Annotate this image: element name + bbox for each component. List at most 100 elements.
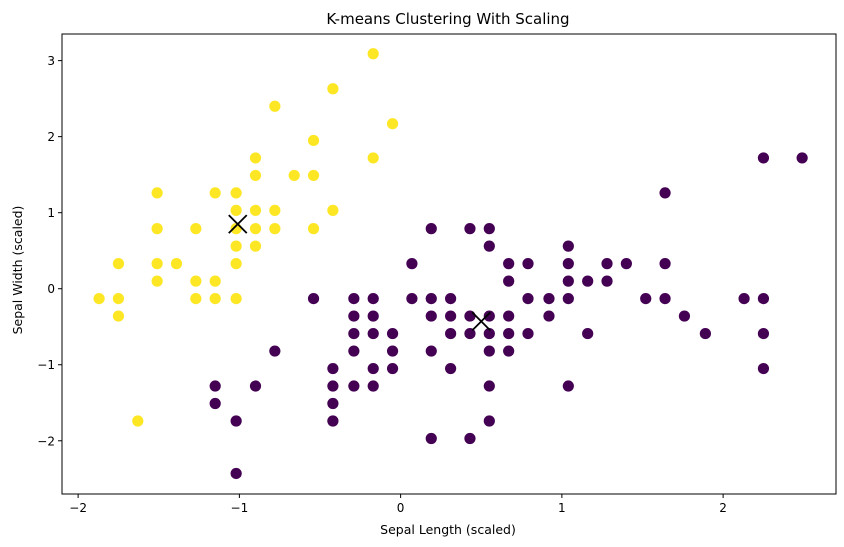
cluster-0-point	[483, 223, 495, 235]
y-tick-label: 3	[47, 54, 55, 68]
cluster-0-point	[562, 240, 574, 252]
x-tick-label: −1	[231, 501, 249, 515]
cluster-0-point	[425, 310, 437, 322]
cluster-0-point	[483, 240, 495, 252]
cluster-1-point	[112, 310, 125, 322]
cluster-1-point	[209, 292, 221, 305]
cluster-0-point	[348, 310, 360, 322]
cluster-1-point	[209, 275, 221, 287]
cluster-0-point	[522, 292, 534, 305]
cluster-0-point	[307, 292, 320, 305]
cluster-1-point	[367, 48, 379, 60]
cluster-1-point	[307, 169, 320, 182]
cluster-0-point	[425, 223, 437, 235]
cluster-1-point	[151, 258, 163, 270]
cluster-1-point	[170, 258, 183, 270]
cluster-0-point	[327, 415, 339, 427]
cluster-0-point	[503, 310, 515, 322]
cluster-0-point	[659, 187, 671, 199]
cluster-0-point	[386, 327, 399, 340]
cluster-0-point	[445, 327, 457, 340]
cluster-0-point	[249, 380, 262, 392]
x-tick-label: −2	[69, 501, 87, 515]
cluster-1-point	[230, 204, 242, 216]
chart-title: K-means Clustering With Scaling	[326, 10, 569, 28]
cluster-0-point	[425, 292, 437, 305]
cluster-1-point	[112, 258, 125, 270]
cluster-0-point	[640, 292, 652, 305]
cluster-1-point	[386, 118, 399, 130]
cluster-1-point	[151, 187, 163, 199]
cluster-0-point	[601, 275, 613, 287]
cluster-0-point	[367, 327, 379, 340]
cluster-1-point	[288, 169, 300, 182]
cluster-0-point	[348, 345, 360, 357]
x-tick-label: 0	[397, 501, 405, 515]
cluster-0-point	[503, 258, 515, 270]
cluster-0-point	[757, 362, 770, 375]
x-axis-ticks: −2 −1 0 1 2	[69, 494, 727, 515]
cluster-1-point	[327, 83, 339, 95]
cluster-1-point	[190, 292, 202, 305]
cluster-0-point	[483, 380, 495, 392]
centroid-markers	[228, 214, 491, 332]
cluster-0-point	[483, 327, 495, 340]
cluster-1-point	[269, 100, 281, 112]
y-tick-label: 2	[47, 130, 55, 144]
cluster-1-point	[307, 223, 320, 235]
cluster-0-point	[445, 310, 457, 322]
cluster-1-point	[230, 240, 242, 252]
cluster-0-point	[348, 292, 360, 305]
cluster-1-point	[190, 223, 202, 235]
cluster-0-point	[269, 345, 281, 357]
cluster-1-point	[307, 134, 320, 147]
cluster-0-point	[209, 397, 221, 410]
cluster-0-point	[367, 292, 379, 305]
cluster-0-point	[445, 292, 457, 305]
centroid-marker	[228, 214, 248, 234]
cluster-0-point	[386, 362, 399, 375]
cluster-0-point	[659, 292, 671, 305]
cluster-0-point	[348, 380, 360, 392]
cluster-0-point	[543, 310, 555, 322]
cluster-1-point	[249, 204, 262, 216]
cluster-0-point	[483, 345, 495, 357]
cluster-1-point	[269, 204, 281, 216]
cluster-0-point	[445, 362, 457, 375]
cluster-0-point	[757, 292, 770, 305]
x-tick-label: 1	[558, 501, 566, 515]
cluster-0-point	[425, 432, 437, 445]
cluster-0-point	[659, 258, 671, 270]
cluster-0-point	[406, 258, 418, 270]
cluster-1-point	[151, 275, 163, 287]
centroid-marker	[471, 311, 491, 332]
cluster-1-point	[269, 223, 281, 235]
cluster-0-point	[230, 467, 242, 480]
cluster-1-point	[112, 292, 125, 305]
cluster-1-point	[190, 275, 202, 287]
cluster-1-point	[209, 187, 221, 199]
cluster-1-point	[230, 292, 242, 305]
cluster-0-point	[327, 380, 339, 392]
cluster-0-point	[796, 152, 808, 164]
cluster-0-point	[738, 292, 750, 305]
cluster-0-point	[464, 310, 476, 322]
cluster-0-point	[582, 275, 594, 287]
cluster-1-point	[93, 292, 105, 305]
cluster-1-point	[230, 258, 242, 270]
cluster-0-point	[230, 415, 242, 427]
cluster-0-point	[582, 327, 594, 340]
x-tick-label: 2	[719, 501, 727, 515]
cluster-0-point	[483, 310, 495, 322]
cluster-0-point	[543, 292, 555, 305]
cluster-0-point	[367, 362, 379, 375]
cluster-0-point	[503, 275, 515, 287]
cluster-0-point	[757, 152, 770, 164]
plot-marks	[93, 48, 808, 480]
cluster-1-point	[249, 152, 262, 164]
cluster-0-point	[209, 380, 221, 392]
cluster-0-point	[699, 327, 711, 340]
y-axis-label: Sepal Width (scaled)	[10, 206, 25, 335]
cluster-0-point	[327, 397, 339, 410]
